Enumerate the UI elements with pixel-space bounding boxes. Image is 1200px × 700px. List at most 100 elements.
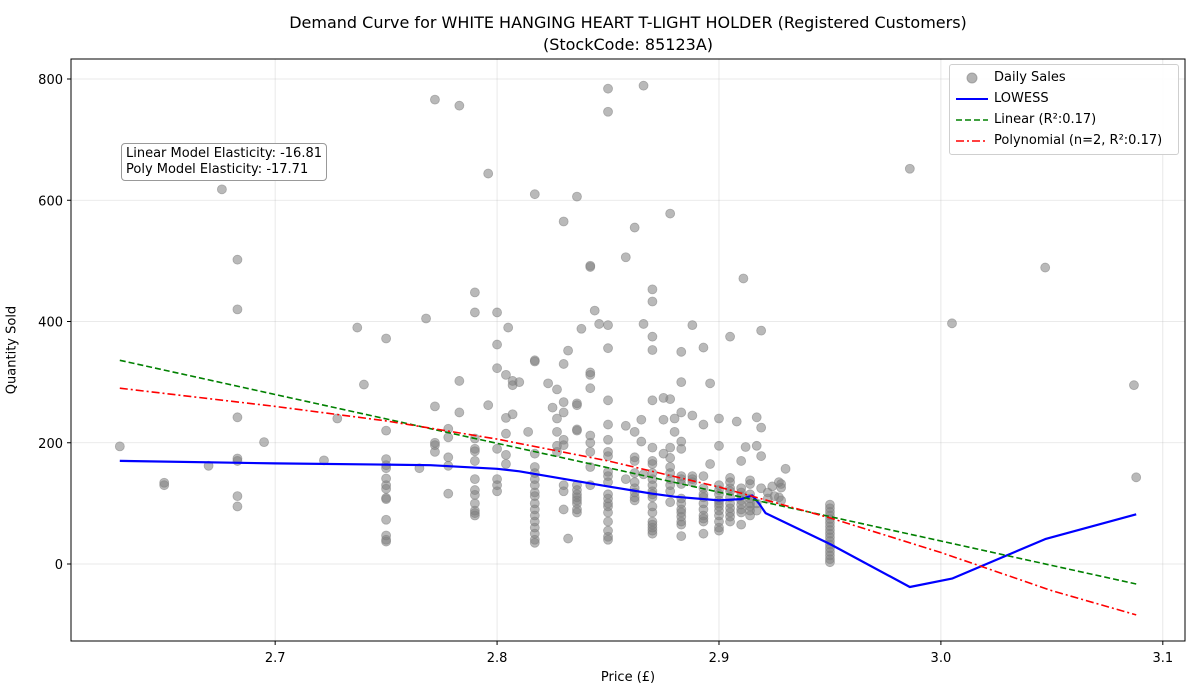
- data-point: [332, 413, 343, 424]
- data-point: [232, 491, 243, 502]
- data-point: [736, 456, 747, 466]
- data-point: [676, 519, 687, 530]
- chart-title: Demand Curve for WHITE HANGING HEART T-L…: [289, 13, 967, 32]
- data-point: [381, 483, 392, 494]
- data-point: [585, 262, 596, 272]
- data-point: [454, 407, 465, 418]
- data-point: [647, 331, 658, 342]
- data-point: [647, 442, 658, 453]
- legend-label: Linear (R²:0.17): [994, 112, 1097, 127]
- x-tick-label: 2.8: [487, 651, 508, 666]
- legend-label: LOWESS: [994, 91, 1049, 106]
- data-point: [469, 446, 480, 457]
- data-point: [585, 446, 596, 457]
- data-point: [636, 436, 647, 447]
- data-point: [1040, 262, 1051, 273]
- data-point: [585, 369, 596, 380]
- data-point: [585, 437, 596, 448]
- series-lines: [119, 359, 1137, 616]
- data-point: [232, 501, 243, 512]
- data-point: [501, 459, 511, 469]
- data-point: [469, 510, 480, 521]
- x-tick-label: 3.0: [931, 651, 952, 666]
- x-tick-label: 3.1: [1152, 651, 1173, 666]
- data-point: [647, 507, 658, 518]
- data-point: [714, 525, 724, 536]
- data-point: [529, 537, 540, 548]
- data-point: [552, 426, 562, 437]
- data-point: [629, 426, 640, 437]
- data-point: [676, 479, 687, 489]
- data-point: [636, 414, 647, 425]
- data-point: [603, 395, 613, 406]
- data-point: [665, 442, 676, 453]
- y-tick-label: 400: [38, 316, 63, 331]
- data-point: [665, 208, 676, 219]
- data-point: [547, 402, 558, 413]
- data-point: [352, 322, 363, 333]
- data-point: [483, 400, 494, 411]
- scatter-points: [114, 80, 1142, 568]
- data-point: [454, 100, 465, 111]
- data-point: [563, 345, 573, 356]
- data-point: [443, 488, 454, 499]
- elasticity-annotation: Linear Model Elasticity: -16.81 Poly Mod…: [121, 143, 327, 181]
- data-point: [676, 377, 687, 388]
- data-point: [647, 296, 658, 307]
- data-point: [232, 412, 243, 423]
- legend-item-lowess: LOWESS: [950, 89, 1178, 109]
- data-point: [665, 497, 676, 508]
- data-point: [736, 507, 747, 518]
- data-point: [751, 412, 762, 423]
- data-point: [443, 452, 454, 463]
- data-point: [469, 287, 480, 298]
- data-point: [647, 528, 658, 539]
- data-point: [469, 456, 480, 466]
- data-point: [669, 426, 680, 437]
- x-tick-label: 2.7: [265, 651, 286, 666]
- data-point: [603, 106, 613, 117]
- data-point: [665, 453, 676, 463]
- data-point: [501, 428, 511, 439]
- data-point: [114, 441, 125, 452]
- data-point: [687, 410, 698, 421]
- data-point: [629, 456, 640, 466]
- data-point: [731, 416, 742, 427]
- data-point: [725, 516, 735, 527]
- data-point: [232, 304, 243, 315]
- data-point: [381, 514, 392, 525]
- series-line-dashed: [119, 359, 1137, 585]
- legend-item-polynomial: Polynomial (n=2, R²:0.17): [950, 131, 1178, 151]
- y-axis-label: Quantity Sold: [4, 305, 20, 395]
- data-point: [558, 440, 569, 451]
- data-point: [665, 486, 676, 497]
- data-point: [421, 313, 431, 324]
- data-point: [705, 459, 716, 469]
- data-point: [738, 273, 749, 284]
- y-tick-label: 0: [55, 558, 63, 573]
- data-point: [507, 409, 518, 420]
- data-point: [740, 442, 751, 452]
- series-line-solid: [119, 459, 1137, 589]
- data-point: [259, 437, 269, 448]
- data-point: [756, 325, 767, 336]
- data-point: [603, 507, 613, 518]
- plot-frame: [70, 58, 1186, 642]
- data-point: [359, 379, 369, 390]
- data-point: [529, 448, 540, 459]
- data-point: [552, 384, 562, 395]
- data-point: [603, 343, 613, 354]
- data-point: [947, 318, 957, 329]
- data-point: [558, 407, 569, 418]
- series-line-dashdot: [119, 387, 1137, 616]
- data-point: [381, 333, 392, 344]
- data-point: [603, 419, 613, 430]
- data-point: [430, 94, 440, 105]
- y-tick-label: 600: [38, 194, 63, 209]
- data-point: [430, 401, 440, 412]
- data-point: [620, 252, 631, 263]
- data-point: [751, 440, 762, 451]
- data-point: [714, 413, 724, 424]
- data-point: [381, 536, 392, 547]
